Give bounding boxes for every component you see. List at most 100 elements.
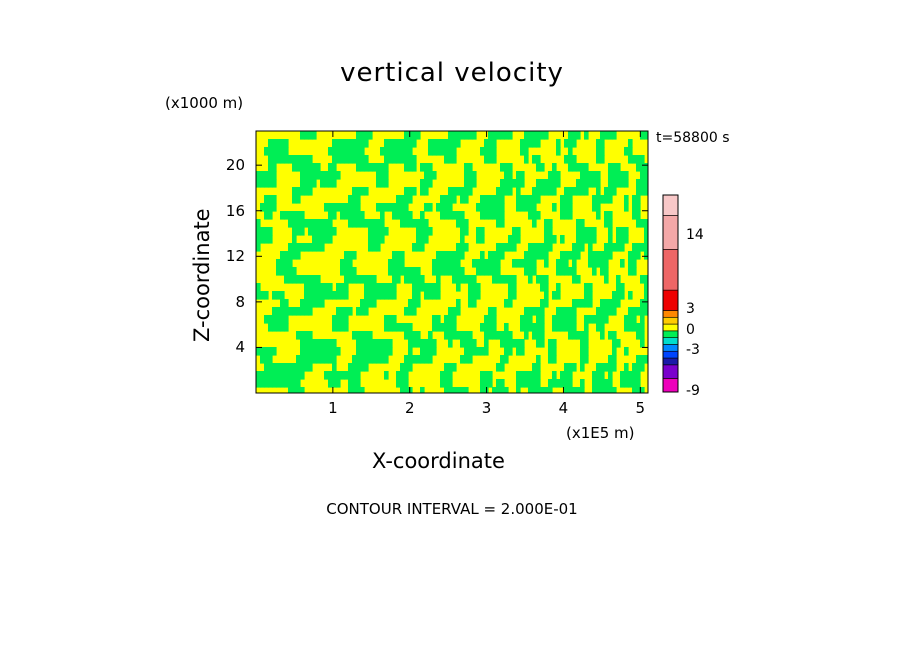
field-cell	[580, 331, 585, 340]
field-cell	[532, 323, 537, 332]
field-cell	[644, 187, 648, 196]
field-cell	[452, 363, 457, 372]
field-cell	[364, 355, 369, 364]
field-cell	[460, 275, 465, 284]
field-cell	[448, 339, 453, 348]
field-cell	[376, 163, 381, 172]
field-cell	[340, 259, 345, 268]
field-cell	[340, 203, 345, 212]
field-cell	[624, 315, 629, 324]
velocity-field	[256, 131, 648, 393]
field-cell	[300, 387, 305, 393]
field-cell	[392, 275, 397, 284]
field-cell	[596, 171, 601, 180]
field-cell	[568, 203, 573, 212]
field-cell	[432, 283, 437, 292]
field-cell	[296, 243, 301, 252]
field-cell	[412, 243, 417, 252]
field-cell	[568, 331, 573, 340]
colorbar-frame	[662, 194, 679, 393]
field-cell	[544, 243, 549, 252]
field-cell	[644, 227, 648, 236]
field-cell	[548, 243, 553, 252]
field-cell	[552, 179, 557, 188]
field-cell	[488, 259, 493, 268]
field-cell	[488, 379, 493, 388]
field-cell	[568, 387, 573, 393]
field-cell	[280, 267, 285, 276]
field-cell	[548, 219, 553, 228]
colorbar-level	[662, 357, 679, 366]
field-cell	[624, 227, 629, 236]
field-cell	[424, 163, 429, 172]
field-cell	[552, 163, 557, 172]
field-cell	[412, 267, 417, 276]
field-cell	[384, 283, 389, 292]
field-cell	[396, 211, 401, 220]
field-cell	[388, 283, 393, 292]
field-cell	[608, 379, 613, 388]
field-cell	[328, 235, 333, 244]
field-cell	[640, 323, 645, 332]
field-cell	[600, 259, 605, 268]
field-cell	[452, 139, 457, 148]
field-cell	[292, 363, 297, 372]
field-cell	[440, 379, 445, 388]
colorbar-level	[662, 310, 679, 318]
field-cell	[376, 347, 381, 356]
field-cell	[312, 275, 317, 284]
field-cell	[256, 379, 261, 388]
field-cell	[436, 259, 441, 268]
field-cell	[304, 331, 309, 340]
field-cell	[368, 219, 373, 228]
field-cell	[396, 147, 401, 156]
field-cell	[604, 307, 609, 316]
field-cell	[520, 379, 525, 388]
field-cell	[448, 363, 453, 372]
field-cell	[552, 371, 557, 380]
field-cell	[468, 355, 473, 364]
field-cell	[384, 139, 389, 148]
field-cell	[404, 307, 409, 316]
field-cell	[420, 235, 425, 244]
field-cell	[628, 379, 633, 388]
field-cell	[584, 291, 589, 300]
field-cell	[608, 331, 613, 340]
field-cell	[528, 307, 533, 316]
field-cell	[564, 267, 569, 276]
field-cell	[356, 379, 361, 388]
field-cell	[344, 283, 349, 292]
field-cell	[280, 291, 285, 300]
field-cell	[328, 291, 333, 300]
field-cell	[264, 171, 269, 180]
field-cell	[468, 299, 473, 308]
field-cell	[592, 251, 597, 260]
field-cell	[460, 227, 465, 236]
field-cell	[492, 147, 497, 156]
field-cell	[556, 171, 561, 180]
field-cell	[608, 195, 613, 204]
field-cell	[296, 387, 301, 393]
field-cell	[344, 139, 349, 148]
field-cell	[444, 363, 449, 372]
field-cell	[632, 371, 637, 380]
field-cell	[516, 387, 521, 393]
field-cell	[496, 195, 501, 204]
field-cell	[460, 267, 465, 276]
field-cell	[284, 307, 289, 316]
field-cell	[344, 211, 349, 220]
field-cell	[272, 323, 277, 332]
field-cell	[532, 243, 537, 252]
field-cell	[480, 147, 485, 156]
field-cell	[552, 323, 557, 332]
field-cell	[292, 195, 297, 204]
field-cell	[528, 323, 533, 332]
field-cell	[384, 355, 389, 364]
field-cell	[360, 355, 365, 364]
field-cell	[508, 283, 513, 292]
field-cell	[356, 139, 361, 148]
field-cell	[284, 323, 289, 332]
field-cell	[608, 243, 613, 252]
field-cell	[388, 291, 393, 300]
z-units-label: (x1000 m)	[165, 94, 244, 112]
